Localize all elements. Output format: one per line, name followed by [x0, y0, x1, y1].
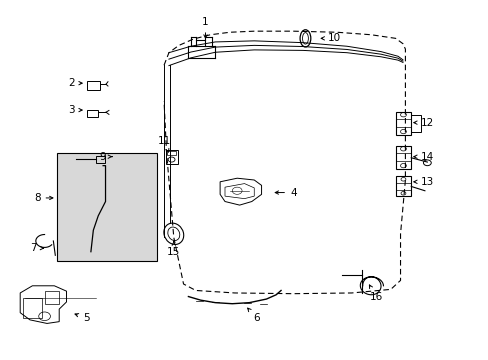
Text: 8: 8	[34, 193, 53, 203]
Bar	[57, 153, 157, 261]
Text: 2: 2	[68, 78, 82, 88]
Bar	[395, 146, 410, 169]
Bar	[87, 81, 100, 90]
Bar	[22, 298, 42, 318]
Bar	[165, 149, 177, 164]
Text: 11: 11	[157, 136, 170, 152]
Text: 14: 14	[413, 152, 433, 162]
Text: 16: 16	[368, 285, 382, 302]
Bar	[410, 116, 420, 132]
Bar	[44, 291, 59, 304]
Bar	[87, 110, 98, 117]
Text: 15: 15	[167, 241, 180, 257]
Bar	[395, 176, 410, 196]
Text: 6: 6	[247, 308, 260, 323]
Bar	[96, 156, 104, 163]
Text: 5: 5	[75, 313, 89, 323]
Text: 10: 10	[321, 33, 341, 43]
Bar	[395, 112, 410, 135]
Text: 4: 4	[275, 188, 296, 198]
Text: 9: 9	[100, 152, 112, 162]
Text: 12: 12	[413, 118, 433, 128]
Text: 1: 1	[202, 17, 208, 38]
Text: 3: 3	[68, 105, 82, 115]
Text: 7: 7	[30, 243, 43, 253]
Text: 13: 13	[413, 177, 433, 187]
Bar	[166, 151, 176, 155]
